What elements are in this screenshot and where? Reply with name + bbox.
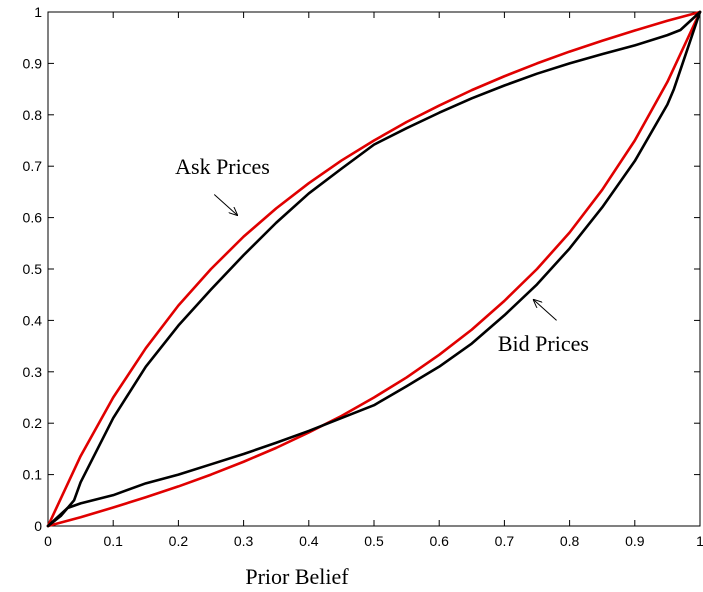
x-tick-label: 0 [44,533,52,549]
annotation-arrow [534,300,557,321]
y-tick-label: 0.2 [23,415,43,431]
y-tick-label: 0 [34,518,42,534]
ticks: 0 0.1 0.2 0.3 0.4 0.5 0.6 0.7 0.8 0.9 1 0 0.1 0.2 0.3 0… [23,4,703,549]
y-tick-label: 1 [34,4,42,20]
plot-frame [47,11,701,527]
x-tick-label: 0.6 [429,533,449,549]
x-tick-label: 0.9 [625,533,645,549]
series-line-3 [46,10,702,528]
x-tick-label: 0.4 [299,533,319,549]
annotation-text: Ask Prices [175,154,270,179]
x-axis-label: Prior Belief [245,564,349,589]
series-line-0 [46,10,702,528]
annotation-text: Bid Prices [498,331,589,356]
y-tick-label: 0.6 [23,210,43,226]
x-tick-label: 0.1 [103,533,123,549]
annotation-arrow [213,194,237,215]
y-tick-label: 0.8 [23,107,43,123]
annotations: Ask Prices Bid Prices [175,154,589,356]
x-tick-label: 1 [696,533,703,549]
x-tick-label: 0.7 [495,533,515,549]
series-group [46,10,702,528]
y-tick-label: 0.1 [23,467,43,483]
x-tick-label: 0.8 [560,533,580,549]
y-tick-label: 0.3 [23,364,43,380]
y-tick-label: 0.7 [23,158,43,174]
x-tick-label: 0.2 [169,533,189,549]
x-tick-label: 0.3 [234,533,254,549]
y-tick-label: 0.9 [23,55,43,71]
y-tick-label: 0.5 [23,261,43,277]
y-tick-label: 0.4 [23,312,43,328]
x-tick-label: 0.5 [364,533,384,549]
series-line-2 [46,10,702,528]
series-line-1 [46,10,702,528]
